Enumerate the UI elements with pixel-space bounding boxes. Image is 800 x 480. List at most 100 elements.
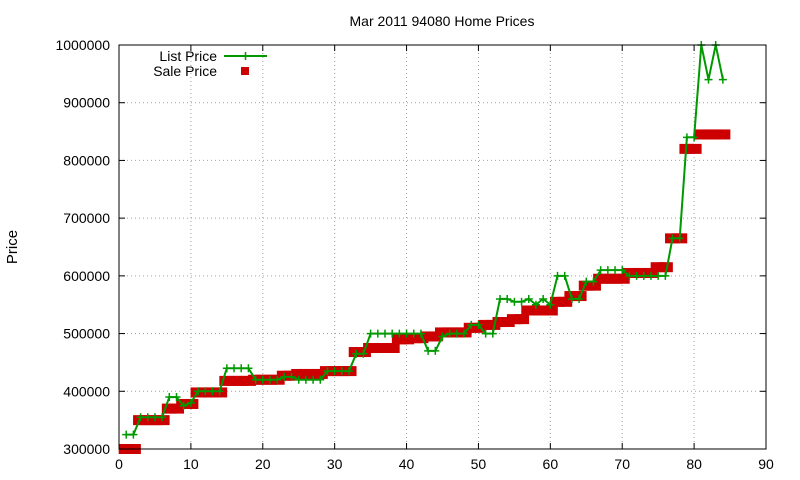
list-price-point <box>359 349 368 358</box>
list-price-point <box>273 375 282 384</box>
y-tick-label: 900000 <box>63 95 110 111</box>
x-tick-label: 20 <box>255 456 271 472</box>
list-price-point <box>251 375 260 384</box>
list-price-point <box>222 364 231 373</box>
list-price-point <box>718 75 727 84</box>
x-tick-label: 90 <box>758 456 774 472</box>
list-price-point <box>122 430 131 439</box>
list-price-point <box>201 387 210 396</box>
list-price-point <box>172 393 181 402</box>
list-price-point <box>596 266 605 275</box>
list-price-point <box>704 75 713 84</box>
list-price-point <box>208 387 217 396</box>
list-price-point <box>352 349 361 358</box>
list-price-point <box>675 234 684 243</box>
list-price-point <box>158 413 167 422</box>
x-axis: 0 10 20 30 40 50 60 70 80 90 <box>115 45 774 472</box>
list-price-point <box>165 393 174 402</box>
x-tick-label: 50 <box>471 456 487 472</box>
list-price-point <box>625 271 634 280</box>
list-price-point <box>237 364 246 373</box>
y-tick-label: 1000000 <box>55 37 110 53</box>
y-tick-label: 700000 <box>63 210 110 226</box>
x-tick-label: 80 <box>686 456 702 472</box>
sale-price-point <box>585 280 601 291</box>
plot-border <box>118 44 767 450</box>
list-price-point <box>488 329 497 338</box>
list-price-point <box>632 271 641 280</box>
list-price-point <box>150 413 159 422</box>
list-price-point <box>460 329 469 338</box>
list-price-series <box>122 41 727 439</box>
list-price-point <box>244 364 253 373</box>
list-price-point <box>380 329 389 338</box>
list-price-point <box>301 375 310 384</box>
list-price-point <box>323 367 332 376</box>
y-tick-label: 600000 <box>63 268 110 284</box>
sale-price-point <box>384 343 400 353</box>
sale-price-point <box>614 273 630 284</box>
list-price-point <box>309 375 318 384</box>
list-price-point <box>345 367 354 376</box>
list-price-point <box>682 133 691 142</box>
list-price-point <box>388 329 397 338</box>
sale-price-point <box>657 262 673 273</box>
list-price-point <box>424 346 433 355</box>
list-price-point <box>416 329 425 338</box>
sale-price-point <box>514 314 530 325</box>
list-price-point <box>143 413 152 422</box>
list-price-point <box>395 329 404 338</box>
legend-sale-price-marker <box>241 67 249 75</box>
list-price-point <box>194 387 203 396</box>
list-price-point <box>539 294 548 303</box>
list-price-point <box>287 372 296 381</box>
sale-price-point <box>557 296 573 307</box>
y-axis: 300000 400000 500000 600000 700000 800000 9000… <box>55 37 766 457</box>
list-price-point <box>496 294 505 303</box>
legend: List Price Sale Price <box>153 48 267 79</box>
plot-area <box>118 41 731 454</box>
chart-title: Mar 2011 94080 Home Prices <box>350 13 535 29</box>
list-price-point <box>546 300 555 309</box>
list-price-point <box>531 300 540 309</box>
legend-list-price-marker <box>241 52 250 60</box>
list-price-point <box>452 329 461 338</box>
list-price-point <box>280 372 289 381</box>
list-price-point <box>611 266 620 275</box>
x-tick-label: 30 <box>327 456 343 472</box>
list-price-point <box>567 294 576 303</box>
list-price-point <box>215 387 224 396</box>
list-price-point <box>503 294 512 303</box>
sale-price-series <box>118 129 731 454</box>
legend-list-price-label: List Price <box>159 48 217 64</box>
x-tick-label: 70 <box>614 456 630 472</box>
x-tick-label: 40 <box>399 456 415 472</box>
list-price-point <box>639 271 648 280</box>
list-price-point <box>337 367 346 376</box>
list-price-point <box>582 277 591 286</box>
list-price-point <box>294 375 303 384</box>
list-price-point <box>129 430 138 439</box>
list-price-point <box>510 297 519 306</box>
x-tick-label: 60 <box>543 456 559 472</box>
list-price-point <box>366 329 375 338</box>
list-price-point <box>603 266 612 275</box>
list-price-point <box>265 375 274 384</box>
sale-price-point <box>686 143 702 154</box>
list-price-point <box>690 133 699 142</box>
list-price-point <box>409 329 418 338</box>
x-tick-label: 0 <box>115 456 123 472</box>
list-price-point <box>481 329 490 338</box>
list-price-point <box>179 401 188 410</box>
list-price-point <box>517 297 526 306</box>
list-price-point <box>553 271 562 280</box>
list-price-point <box>438 332 447 341</box>
sale-price-point <box>715 129 731 140</box>
list-price-point <box>560 271 569 280</box>
y-tick-label: 800000 <box>63 152 110 168</box>
y-axis-label: Price <box>4 230 21 264</box>
list-price-point <box>646 271 655 280</box>
list-price-point <box>467 320 476 329</box>
x-tick-label: 10 <box>183 456 199 472</box>
